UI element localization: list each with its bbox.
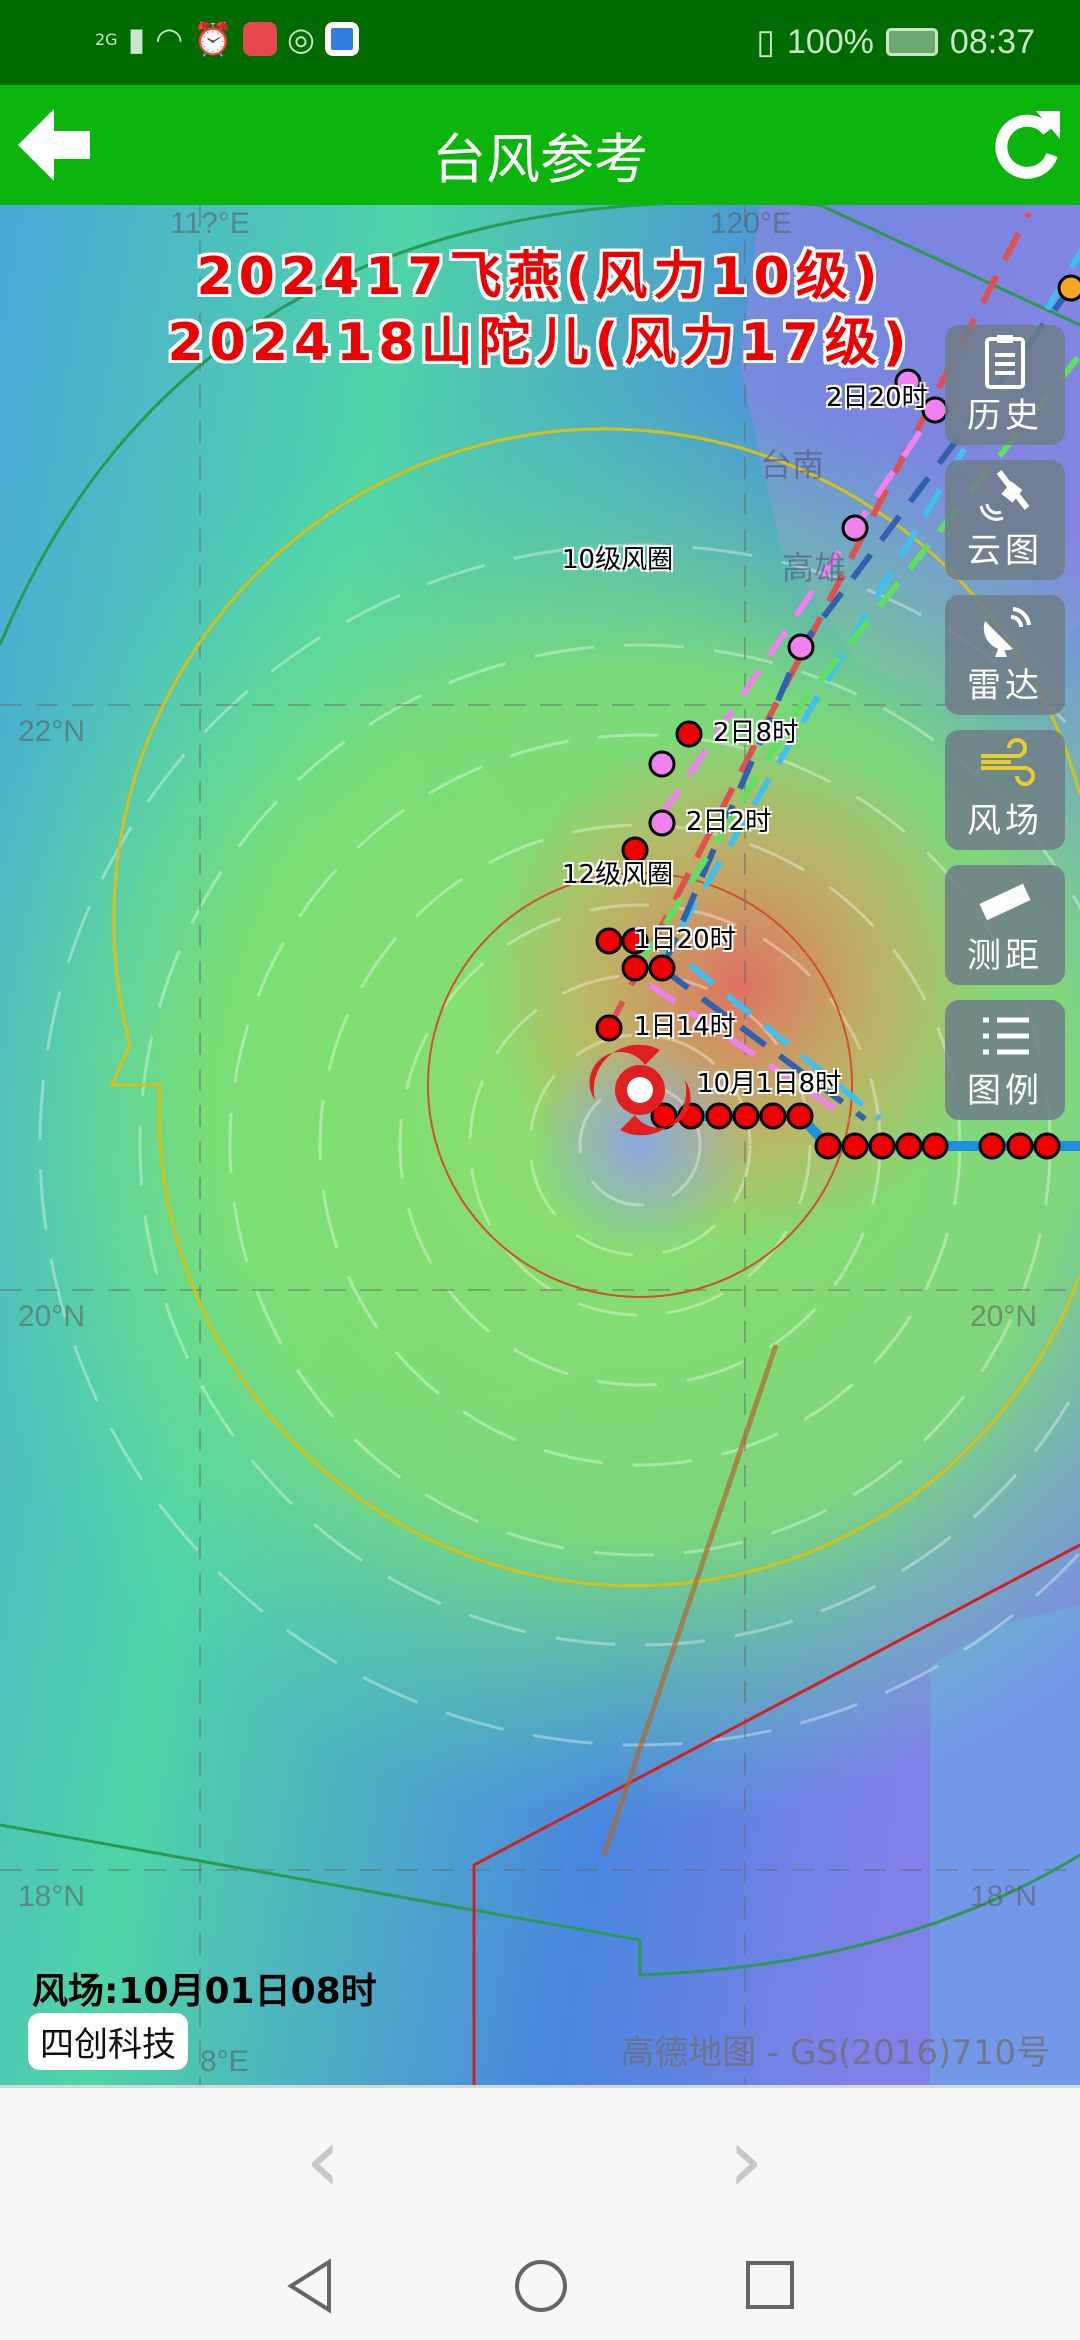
track-point[interactable]	[841, 514, 869, 542]
legend-list-icon	[983, 1017, 1029, 1055]
page-title: 台风参考	[432, 128, 648, 191]
signal-bars-icon: ▮	[127, 20, 146, 58]
lat-label: 22°N	[18, 715, 86, 748]
system-recents-button[interactable]	[745, 2260, 795, 2310]
clock: 08:37	[949, 22, 1035, 61]
app-header: 台风参考	[0, 85, 1080, 205]
track-point[interactable]	[621, 836, 649, 864]
cloud-image-label: 云图	[967, 531, 1043, 571]
measure-distance-label: 测距	[967, 936, 1043, 976]
grid-lines	[0, 205, 1080, 2085]
track-point[interactable]	[1006, 1132, 1034, 1160]
track-point[interactable]	[814, 1132, 842, 1160]
track-label: 2日2时	[686, 807, 772, 837]
prev-time-button[interactable]: ‹	[305, 2108, 341, 2213]
next-time-button[interactable]: ›	[728, 2108, 764, 2213]
huawei-app-icon	[242, 22, 277, 56]
ruler-icon	[979, 883, 1031, 921]
typhoon-center-icon	[589, 1044, 691, 1136]
track-label: 2日8时	[713, 718, 799, 748]
wind-circle-12-label: 12级风圈	[562, 860, 674, 890]
lat-label: 18°N	[18, 1880, 86, 1913]
track-point[interactable]	[595, 1014, 623, 1042]
city-label: 台南	[760, 446, 825, 484]
radar-dish-icon	[983, 607, 1031, 657]
refresh-button[interactable]	[986, 103, 1070, 187]
assistant-icon: ◎	[286, 20, 315, 58]
refresh-icon	[995, 111, 1060, 179]
track-point[interactable]	[786, 1102, 814, 1130]
storm-title-shantuoer[interactable]: 202418山陀儿(风力17级)	[167, 313, 913, 373]
lon-label: 11?°E	[170, 207, 250, 240]
history-label: 历史	[967, 396, 1043, 436]
track-label: 2日20时	[826, 383, 928, 413]
wind-circle-10	[109, 427, 1080, 1588]
bottom-bar: ‹ ›	[0, 2085, 1080, 2340]
track-point[interactable]	[1057, 274, 1080, 302]
radar-label: 雷达	[967, 666, 1043, 706]
track-label: 1日14时	[634, 1012, 736, 1042]
wind-icon	[981, 738, 1035, 786]
track-point[interactable]	[759, 1102, 787, 1130]
track-point[interactable]	[595, 927, 623, 955]
track-label: 10月1日8时	[697, 1069, 842, 1099]
radar-button[interactable]: 雷达	[945, 595, 1065, 715]
system-back-button[interactable]	[285, 2258, 335, 2314]
track-point[interactable]	[648, 809, 676, 837]
browser-icon	[324, 22, 359, 56]
track-point[interactable]	[895, 1132, 923, 1160]
track-point[interactable]	[841, 1132, 869, 1160]
track-point[interactable]	[705, 1102, 733, 1130]
map-canvas[interactable]	[0, 205, 1080, 2085]
track-point[interactable]	[978, 1132, 1006, 1160]
battery-icon	[885, 28, 938, 56]
wind-circle-10-label: 10级风圈	[562, 545, 674, 575]
back-button[interactable]	[14, 103, 98, 187]
history-button[interactable]: 历史	[945, 325, 1065, 445]
track-point[interactable]	[621, 927, 649, 955]
status-bar: 2G ▮ ◠ ⏰ ◎ ▯ 100% 08:37	[0, 0, 1080, 85]
past-track-segment	[601, 1344, 779, 1856]
vibrate-icon: ▯	[756, 23, 775, 61]
legend-button[interactable]: 图例	[945, 1000, 1065, 1120]
track-point[interactable]	[648, 954, 676, 982]
clipboard-icon	[985, 335, 1025, 389]
wind-field-time: 风场:10月01日08时	[32, 1971, 377, 2012]
track-point[interactable]	[732, 1102, 760, 1130]
map-credit: 高德地图 - GS(2016)710号	[620, 2033, 1050, 2073]
track-point[interactable]	[868, 1132, 896, 1160]
system-home-button[interactable]	[513, 2258, 569, 2314]
city-label: 高雄	[782, 549, 847, 587]
satellite-icon	[979, 470, 1030, 521]
wind-field-button[interactable]: 风场	[945, 730, 1065, 850]
track-point[interactable]	[621, 954, 649, 982]
lon-label: 8°E	[200, 2045, 249, 2078]
battery-percent: 100%	[786, 22, 874, 61]
track-point[interactable]	[648, 750, 676, 778]
typhoon-map[interactable]: 11?°E 120°E 8°E 22°N 20°N 20°N 18°N 18°N…	[0, 205, 1080, 2085]
storm-title-feiyan[interactable]: 202417飞燕(风力10级)	[196, 247, 884, 307]
signal-icon: 2G	[95, 29, 118, 49]
track-point[interactable]	[1033, 1132, 1061, 1160]
wind-circle-12	[427, 872, 853, 1298]
brand-badge: 四创科技	[28, 2013, 188, 2070]
track-label: 1日20时	[634, 925, 736, 955]
back-arrow-icon	[18, 109, 90, 181]
warning-line	[472, 1543, 1080, 2085]
track-point[interactable]	[921, 1132, 949, 1160]
wind-field-label: 风场	[967, 801, 1043, 841]
wifi-icon: ◠	[155, 20, 184, 58]
alarm-icon: ⏰	[193, 20, 233, 58]
lat-label: 18°N	[970, 1880, 1038, 1913]
cloud-image-button[interactable]: 云图	[945, 460, 1065, 580]
wind-circle-7	[0, 205, 1080, 1977]
track-point[interactable]	[675, 720, 703, 748]
track-point[interactable]	[787, 633, 815, 661]
track-point[interactable]	[894, 368, 922, 396]
measure-distance-button[interactable]: 测距	[945, 865, 1065, 985]
lat-label: 20°N	[18, 1300, 86, 1333]
lat-label: 20°N	[970, 1300, 1038, 1333]
lon-label: 120°E	[710, 207, 793, 240]
legend-label: 图例	[967, 1071, 1043, 1111]
